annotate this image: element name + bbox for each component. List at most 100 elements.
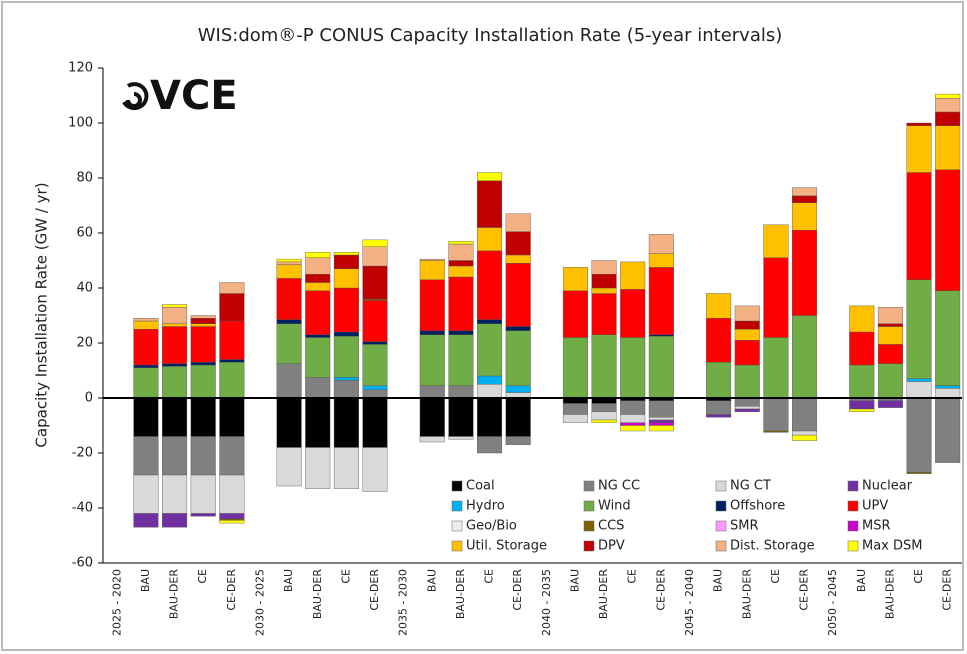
bar-segment (706, 414, 732, 418)
bar-segment (219, 359, 245, 363)
bar-segment (133, 320, 159, 330)
bar-segment (477, 384, 503, 399)
bar-segment (505, 213, 531, 232)
bar-segment (706, 362, 732, 399)
bar-segment (648, 335, 674, 399)
bar-segment (877, 307, 903, 324)
bar-segment (906, 397, 932, 473)
x-tick-label: CE-DER (368, 569, 381, 611)
x-tick-label: CE (769, 569, 782, 584)
legend-label: NG CT (730, 479, 771, 494)
y-axis-label: Capacity Installation Rate (GW / yr) (33, 182, 51, 447)
bar-segment (648, 422, 674, 426)
legend-swatch (715, 520, 727, 532)
bar-segment (333, 447, 359, 489)
x-tick-label: BAU-DER (883, 569, 896, 620)
bar-segment (906, 122, 932, 126)
bar-segment (333, 377, 359, 381)
x-tick-label: BAU (855, 569, 868, 592)
bar-segment (162, 436, 188, 476)
bar-segment (133, 367, 159, 399)
bar-segment (448, 330, 474, 335)
legend-swatch (583, 500, 595, 512)
bar-segment (935, 98, 961, 113)
bar-segment (648, 417, 674, 421)
bar-segment (477, 172, 503, 181)
bar-segment (219, 520, 245, 524)
bar-segment (591, 260, 617, 275)
bar-segment (333, 379, 359, 399)
legend-swatch (715, 500, 727, 512)
x-tick-label: BAU (712, 569, 725, 592)
bar-segment (219, 513, 245, 520)
y-tick-label: 100 (68, 116, 93, 131)
bar-segment (734, 406, 760, 410)
bar-segment (362, 265, 388, 300)
bar-segment (792, 202, 818, 231)
bar-segment (448, 260, 474, 267)
y-tick-label: -20 (72, 446, 93, 461)
x-tick-label: CE-DER (511, 569, 524, 611)
x-tick-label: BAU-DER (454, 569, 467, 620)
bar-segment (448, 334, 474, 386)
bar-segment (906, 472, 932, 474)
bar-segment (906, 125, 932, 173)
bar-segment (219, 397, 245, 437)
bar-segment (333, 254, 359, 269)
legend-label: DPV (598, 539, 625, 554)
bar-segment (591, 419, 617, 423)
bar-segment (219, 282, 245, 294)
bar-segment (906, 279, 932, 379)
x-tick-label: CE-DER (654, 569, 667, 611)
bar-segment (448, 397, 474, 437)
bar-segment (190, 362, 216, 366)
bar-segment (562, 403, 588, 415)
bar-segment (305, 290, 331, 335)
bar-segment (591, 274, 617, 289)
bar-segment (419, 334, 445, 386)
legend-swatch (847, 540, 859, 552)
x-tick-label: BAU (139, 569, 152, 592)
bar-segment (734, 305, 760, 322)
bar-segment (333, 397, 359, 448)
legend-label: Max DSM (862, 539, 923, 554)
bar-segment (362, 344, 388, 386)
bar-segment (562, 267, 588, 291)
bar-segment (935, 397, 961, 463)
bar-segment (763, 337, 789, 399)
bar-segment (362, 246, 388, 267)
bar-segment (162, 304, 188, 308)
bar-segment (591, 287, 617, 294)
bar-segment (419, 279, 445, 331)
legend-swatch (583, 520, 595, 532)
x-tick-label: 2030 - 2025 (253, 569, 266, 636)
bar-segment (477, 323, 503, 377)
bar-segment (219, 293, 245, 322)
bar-segment (734, 340, 760, 366)
bar-segment (448, 265, 474, 278)
bar-segment (562, 290, 588, 338)
bar-segment (935, 388, 961, 399)
bar-segment (276, 319, 302, 324)
bar-segment (333, 331, 359, 337)
bar-segment (190, 436, 216, 476)
bar-segment (219, 362, 245, 399)
bar-segment (734, 397, 760, 407)
bar-segment (362, 447, 388, 492)
bar-segment (505, 231, 531, 256)
bar-segment (333, 268, 359, 289)
bar-segment (276, 363, 302, 399)
bar-segment (477, 250, 503, 320)
bar-segment (591, 403, 617, 412)
bar-segment (219, 474, 245, 514)
x-tick-label: CE-DER (798, 569, 811, 611)
bar-segment (763, 224, 789, 258)
bar-segment (162, 323, 188, 327)
bar-segment (648, 425, 674, 432)
bar-segment (419, 330, 445, 335)
bar-segment (276, 261, 302, 265)
bar-segment (620, 425, 646, 432)
bar-segment (419, 397, 445, 437)
bar-segment (333, 287, 359, 333)
x-tick-label: CE (626, 569, 639, 584)
